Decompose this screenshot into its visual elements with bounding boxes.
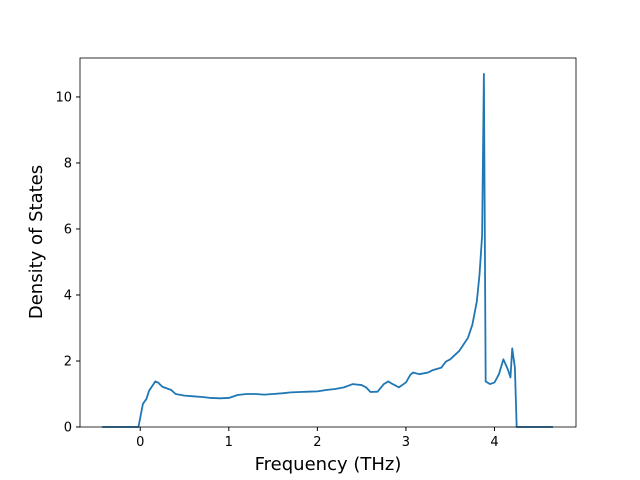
y-axis-label: Density of States — [26, 165, 47, 319]
y-tick-label: 0 — [64, 421, 72, 436]
x-tick-label: 3 — [402, 435, 410, 450]
line — [102, 72, 553, 428]
x-tick-label: 4 — [490, 435, 498, 450]
x-tick-label: 2 — [313, 435, 321, 450]
y-tick-label: 2 — [64, 354, 72, 369]
x-axis-label: Frequency (THz) — [255, 454, 402, 475]
x-tick-label: 1 — [225, 435, 233, 450]
y-tick-label: 4 — [64, 288, 72, 303]
y-tick-label: 10 — [55, 90, 72, 105]
x-tick-label: 0 — [136, 435, 144, 450]
y-tick-label: 8 — [64, 156, 72, 171]
plot-frame — [79, 57, 577, 428]
y-tick-label: 6 — [64, 222, 72, 237]
